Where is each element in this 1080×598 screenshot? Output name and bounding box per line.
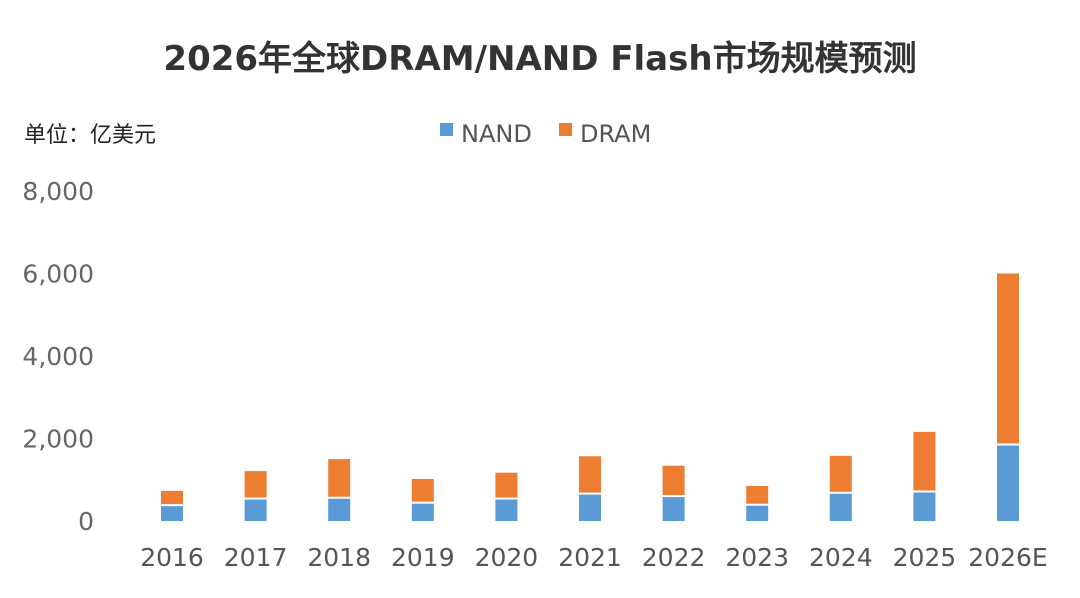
- bar-nand-2018: [328, 498, 351, 521]
- bar-dram-2025: [913, 431, 936, 491]
- bar-nand-2020: [495, 499, 518, 521]
- x-tick-label: 2026E: [968, 543, 1047, 572]
- bar-dram-2018: [328, 459, 351, 497]
- y-tick-label: 0: [78, 507, 94, 536]
- bar-nand-2026e: [997, 445, 1019, 521]
- bar-dram-2017: [244, 471, 267, 498]
- bar-dram-2023: [746, 485, 769, 504]
- legend-swatch-dram: [559, 123, 572, 136]
- bar-nand-2023: [746, 505, 769, 521]
- bar-dram-2016: [161, 490, 183, 505]
- bar-dram-2020: [495, 472, 518, 498]
- bar-nand-2022: [662, 497, 685, 521]
- x-tick-label: 2017: [224, 543, 288, 572]
- bar-dram-2021: [579, 456, 601, 493]
- y-tick-label: 4,000: [22, 342, 94, 371]
- bar-nand-2019: [411, 503, 434, 521]
- y-tick-label: 8,000: [22, 177, 94, 206]
- x-tick-label: 2023: [725, 543, 789, 572]
- legend: NAND DRAM: [440, 120, 651, 148]
- bar-nand-2017: [244, 499, 267, 521]
- legend-label-dram: DRAM: [580, 120, 651, 148]
- bars: [161, 273, 1019, 521]
- y-tick-label: 6,000: [22, 260, 94, 289]
- legend-label-nand: NAND: [461, 120, 532, 148]
- x-tick-label: 2019: [391, 543, 455, 572]
- bar-dram-2022: [662, 465, 685, 496]
- bar-nand-2025: [913, 492, 936, 521]
- x-tick-label: 2016: [140, 543, 204, 572]
- unit-label: 单位：亿美元: [24, 123, 156, 148]
- chart-title: 2026年全球DRAM/NAND Flash市场规模预测: [163, 39, 916, 79]
- bar-dram-2024: [829, 455, 852, 492]
- x-axis: 2016 2017 2018 2019 2020 2021 2022 2023 2024 2025…: [140, 543, 1048, 572]
- y-axis: 0 2,000 4,000 6,000 8,000: [22, 177, 94, 536]
- x-tick-label: 2025: [893, 543, 957, 572]
- bar-nand-2024: [829, 493, 852, 521]
- x-tick-label: 2021: [558, 543, 622, 572]
- bar-nand-2016: [161, 506, 183, 521]
- x-tick-label: 2024: [809, 543, 873, 572]
- bar-dram-2026e: [997, 273, 1019, 444]
- legend-swatch-nand: [440, 123, 453, 136]
- bar-nand-2021: [579, 494, 601, 521]
- x-tick-label: 2018: [307, 543, 371, 572]
- x-tick-label: 2020: [475, 543, 539, 572]
- x-tick-label: 2022: [642, 543, 706, 572]
- y-tick-label: 2,000: [22, 425, 94, 454]
- bar-dram-2019: [411, 478, 434, 502]
